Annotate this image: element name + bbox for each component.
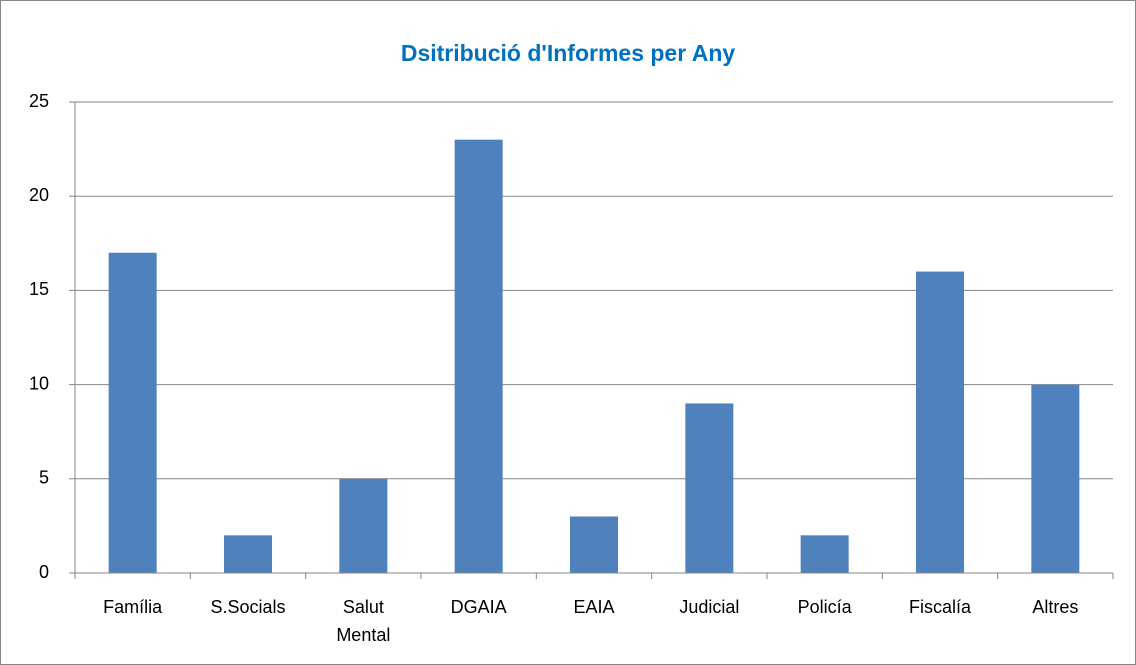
y-tick-label: 25 — [29, 91, 49, 111]
bar — [339, 478, 388, 573]
x-tick-label: Altres — [1032, 597, 1079, 617]
x-tick-label: DGAIA — [450, 597, 507, 617]
bar — [108, 252, 157, 573]
x-tick-label: Policía — [797, 597, 852, 617]
bar — [454, 139, 503, 573]
bar — [916, 271, 964, 573]
chart-title: Dsitribució d'Informes per Any — [401, 40, 736, 66]
x-tick-label: Salut Mental — [336, 597, 391, 645]
y-tick-label: 0 — [39, 562, 49, 582]
x-tick-label: EAIA — [573, 597, 615, 617]
bar — [1031, 384, 1080, 573]
x-tick-label: Família — [103, 597, 163, 617]
bar — [685, 403, 734, 573]
bar — [224, 535, 272, 573]
x-tick-label: S.Socials — [210, 597, 286, 617]
y-tick-label: 5 — [39, 468, 49, 488]
x-tick-label: Judicial — [679, 597, 740, 617]
bar — [570, 516, 618, 573]
y-tick-label: 10 — [29, 373, 49, 393]
bar — [800, 535, 849, 573]
x-tick-label: Fiscalía — [908, 597, 971, 617]
y-tick-label: 15 — [29, 279, 49, 299]
y-tick-label: 20 — [29, 185, 49, 205]
